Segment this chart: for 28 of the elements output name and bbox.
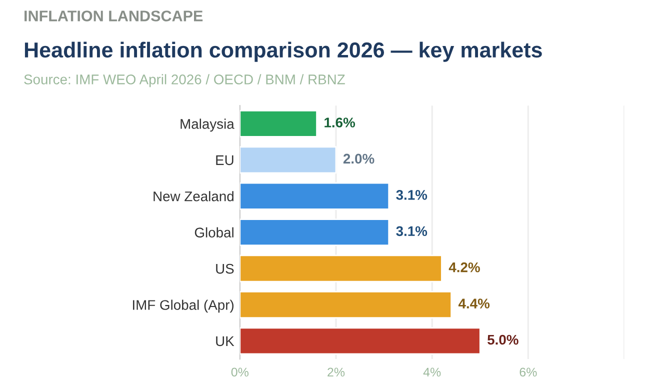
y-tick-label: Malaysia [180, 118, 234, 132]
bar [240, 218, 390, 246]
y-tick-label: US [216, 264, 234, 274]
x-tick-label: 0% [231, 368, 248, 377]
y-tick-label: UK [216, 336, 234, 346]
bar [240, 182, 390, 210]
text: INFLATION LANDSCAPE [24, 10, 203, 22]
bar [240, 146, 337, 174]
data-label: 1.6% [324, 118, 356, 128]
y-tick-label: Global [194, 227, 234, 238]
bar [240, 291, 452, 318]
bar [240, 254, 442, 282]
y-tick-label: EU [216, 155, 234, 166]
chart-subtitle: Source: IMF WEO April 2026 / OECD / BNM / RBNZ [24, 74, 345, 88]
chart-title: Headline inflation comparison 2026 — key markets [24, 42, 542, 62]
data-label: 2.0% [343, 154, 374, 164]
y-tick-label: IMF Global (Apr) [132, 300, 234, 313]
x-tick-label: 6% [520, 368, 537, 377]
data-label: 4.2% [448, 262, 480, 272]
data-label: 3.1% [396, 226, 428, 236]
data-label: 3.1% [396, 190, 428, 200]
data-label: 4.4% [458, 298, 490, 308]
bar [240, 110, 318, 138]
x-tick-label: 4% [423, 368, 441, 377]
data-label: 5.0% [488, 334, 518, 345]
x-tick-label: 2% [328, 368, 345, 377]
bar [240, 327, 481, 355]
y-tick-label: New Zealand [154, 191, 234, 202]
